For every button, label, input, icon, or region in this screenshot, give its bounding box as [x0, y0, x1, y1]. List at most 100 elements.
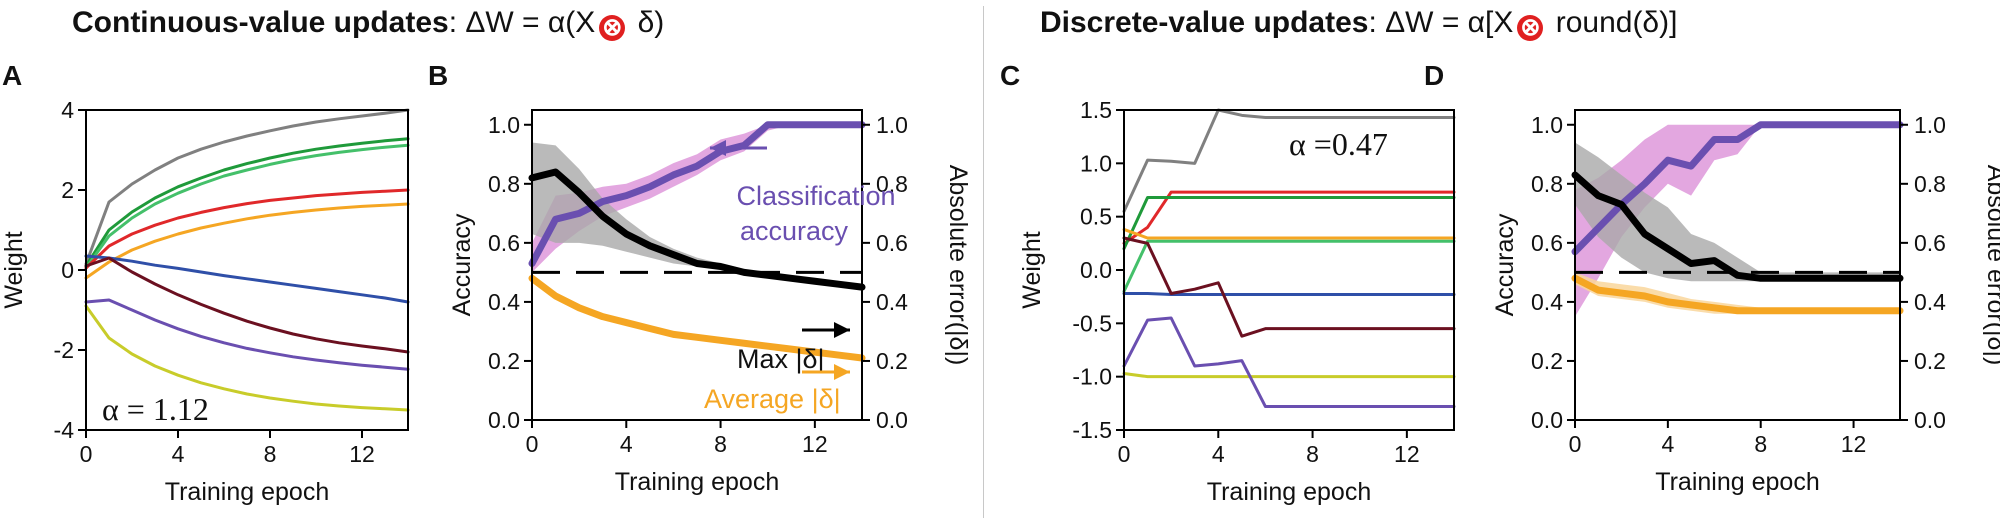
y-tick-label: 0.0 — [1531, 407, 1563, 433]
series-line-blue — [84, 254, 410, 304]
max-arrow-icon-head — [834, 322, 850, 338]
panel-d: 0 4 8 12 Training epoch 0.0 0.0 0.2 0.2 0.4 0.4 0.6… — [1491, 109, 2000, 496]
series-line-green — [1122, 195, 1456, 251]
y-tick-label: 0.8 — [1531, 171, 1563, 197]
classification-label-line2: accuracy — [740, 216, 849, 246]
alpha-annotation: α = 1.12 — [102, 391, 209, 427]
y-tick-label: 0.2 — [488, 348, 520, 374]
classification-label-line1: Classification — [736, 181, 895, 211]
y-tick-label: 2 — [61, 177, 74, 203]
series-line-purple — [528, 121, 866, 268]
series-line-green — [84, 137, 410, 268]
y-right-tick-label: 0.4 — [1914, 289, 1946, 315]
y-axis-label: Weight — [1018, 231, 1046, 308]
right-header: Discrete-value updates: ΔW = α[X ⊗ round(… — [1040, 6, 1677, 41]
series-line-darkred — [1122, 236, 1456, 338]
y-right-tick-label: 0.2 — [1914, 348, 1946, 374]
y-axis-label: Accuracy — [448, 213, 476, 316]
y-tick-label: 0.6 — [1531, 230, 1563, 256]
average-delta-label: Average |δ| — [704, 384, 841, 414]
y-tick-label: 0.8 — [488, 171, 520, 197]
series-line-orange — [528, 274, 866, 362]
y-tick-label: 0.0 — [1080, 257, 1112, 283]
x-tick-label: 0 — [1569, 431, 1582, 457]
series-line-red — [84, 188, 410, 270]
average-arrow-icon-head — [834, 364, 850, 380]
x-tick-label: 4 — [1661, 431, 1674, 457]
y-tick-label: 1.0 — [1531, 112, 1563, 138]
series-line-purple — [1571, 121, 1904, 256]
y-right-tick-label: 0.8 — [1914, 171, 1946, 197]
y-right-axis-label: Absolute error(|δ|) — [944, 165, 972, 366]
panel-separator — [983, 6, 984, 518]
series-line-red — [1122, 190, 1456, 245]
x-tick-label: 8 — [1306, 441, 1319, 467]
series-line-darkred — [84, 256, 410, 354]
x-tick-label: 4 — [1212, 441, 1225, 467]
max-delta-label: Max |δ| — [737, 344, 825, 374]
x-axis-label: Training epoch — [165, 478, 329, 506]
y-tick-label: 0.2 — [1531, 348, 1563, 374]
x-tick-label: 8 — [714, 431, 727, 457]
y-right-tick-label: 0.6 — [1914, 230, 1946, 256]
series-line-orange — [1122, 227, 1456, 240]
y-tick-label: 1.0 — [1080, 150, 1112, 176]
y-tick-label: 0 — [61, 257, 74, 283]
alpha-annotation: α =0.47 — [1289, 126, 1388, 162]
panel-b: 0 4 8 12 Training epoch 0.0 0.0 0.2 0.2 0.4 0.4 0.6… — [448, 109, 972, 496]
x-tick-label: 0 — [80, 441, 93, 467]
x-tick-label: 8 — [264, 441, 277, 467]
y-tick-label: -1.0 — [1072, 364, 1112, 390]
panel-label-a: A — [2, 60, 23, 91]
y-right-tick-label: 0.2 — [876, 348, 908, 374]
y-tick-label: -1.5 — [1072, 417, 1112, 443]
y-tick-label: 0.4 — [1531, 289, 1563, 315]
panel-c: 0 4 8 12 Training epoch -1.5 -1.0 -0.5 0.0 0.5 1.0… — [1018, 97, 1456, 506]
x-axis-label: Training epoch — [1655, 468, 1819, 496]
right-header-formula-prefix: : ΔW = α[X — [1368, 6, 1514, 39]
y-right-tick-label: 0.0 — [1914, 407, 1946, 433]
x-tick-label: 0 — [526, 431, 539, 457]
right-header-bold: Discrete-value updates — [1040, 6, 1369, 39]
y-tick-label: -0.5 — [1072, 310, 1112, 336]
y-tick-label: 0.4 — [488, 289, 520, 315]
x-tick-label: 12 — [802, 431, 828, 457]
panel-label-b: B — [428, 60, 449, 91]
y-tick-label: -2 — [54, 337, 74, 363]
panel-a: 0 4 8 12 Training epoch -4 -2 0 2 4 Weight α = 1.12 — [0, 97, 410, 506]
x-tick-label: 12 — [1841, 431, 1867, 457]
x-tick-label: 12 — [1394, 441, 1420, 467]
series-line-yellow — [1122, 371, 1456, 379]
series-line-orange — [1571, 274, 1904, 315]
x-axis-label: Training epoch — [615, 468, 779, 496]
y-axis-label: Weight — [0, 231, 28, 308]
series-line-purple — [84, 298, 410, 371]
x-tick-label: 8 — [1754, 431, 1767, 457]
left-header: Continuous-value updates: ΔW = α(X ⊗ δ) — [72, 6, 664, 41]
band-black — [1575, 142, 1900, 282]
y-tick-label: -4 — [54, 417, 75, 443]
x-tick-label: 4 — [172, 441, 185, 467]
series-line-yellow — [84, 304, 410, 412]
plot-frame — [85, 109, 409, 431]
y-tick-label: 4 — [61, 97, 74, 123]
y-tick-label: 0.0 — [488, 407, 520, 433]
y-tick-label: 1.0 — [488, 112, 520, 138]
series-line-gray — [1122, 108, 1456, 213]
y-tick-label: 0.5 — [1080, 204, 1112, 230]
series-line-orange — [84, 202, 410, 280]
series-line-blue — [1122, 291, 1456, 297]
y-right-tick-label: 0.6 — [876, 230, 908, 256]
y-right-tick-label: 0.0 — [876, 407, 908, 433]
right-header-formula-suffix: round(δ)] — [1547, 6, 1678, 39]
series-line-purple — [1122, 316, 1456, 409]
y-axis-label: Accuracy — [1491, 213, 1519, 316]
plot-frame — [531, 109, 863, 421]
x-tick-label: 0 — [1118, 441, 1131, 467]
series-line-gray — [84, 108, 410, 266]
left-header-bold: Continuous-value updates — [72, 6, 449, 39]
panel-label-c: C — [1000, 60, 1021, 91]
left-header-formula-suffix: δ) — [629, 6, 665, 39]
x-tick-label: 12 — [349, 441, 375, 467]
y-right-tick-label: 0.8 — [876, 171, 908, 197]
